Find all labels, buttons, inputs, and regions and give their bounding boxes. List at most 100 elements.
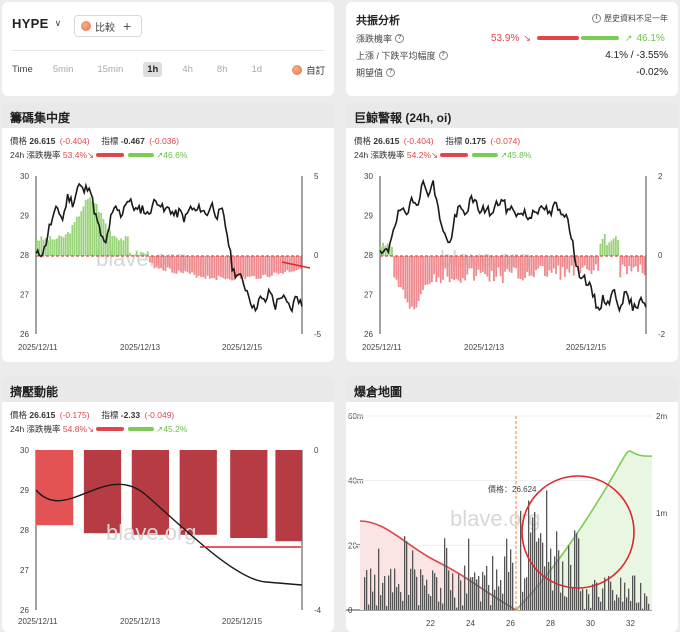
chip-chart[interactable]: 30 29 28 27 26 5 0 -5 2025/12/11 2025/12/13 2025/1…	[2, 162, 334, 362]
liq-bar	[506, 538, 508, 610]
squeeze-chart[interactable]: 30 29 28 27 26 0 -4 2025/12/11 2025/12/13 2025/12…	[2, 436, 334, 632]
asset-selector[interactable]: HYPE ∨	[12, 16, 61, 31]
squeeze-momentum-panel: 擠壓動能 價格 26.615 (-0.175) 指標 -2.33 (-0.049…	[2, 376, 334, 632]
liq-bar	[402, 600, 404, 610]
panel-info: 價格 26.615 (-0.175) 指標 -2.33 (-0.049) 24h…	[2, 402, 334, 436]
liq-bar	[552, 590, 554, 610]
plus-icon: +	[123, 18, 132, 34]
indicator-bar	[442, 256, 444, 280]
tab-8h[interactable]: 8h	[216, 64, 228, 75]
indicator-bar	[113, 235, 116, 256]
liq-bar	[424, 585, 426, 610]
indicator-bar	[430, 256, 433, 282]
liq-bar	[476, 579, 478, 610]
tab-1h[interactable]: 1h	[143, 62, 163, 77]
compare-button[interactable]: 比較 +	[74, 15, 142, 37]
indicator-bar	[550, 256, 553, 273]
liq-bar	[368, 604, 370, 610]
indicator-bar	[149, 256, 151, 263]
indicator-bar	[251, 256, 253, 276]
liq-bar	[450, 590, 452, 610]
info-icon[interactable]: ?	[438, 50, 448, 60]
liq-bar	[644, 593, 646, 610]
indicator-bar	[142, 252, 145, 256]
indicator-bar	[537, 256, 540, 269]
indicator-bar	[399, 256, 402, 288]
indicator-bar	[235, 256, 238, 277]
liquidation-chart[interactable]: 60m40m20m02m1m222426283032blave.org價格：26…	[346, 402, 678, 632]
liq-bar	[536, 541, 538, 610]
indicator-bar	[397, 256, 400, 287]
indicator-bar	[204, 256, 207, 279]
momentum-block	[275, 450, 302, 542]
indicator-bar	[581, 256, 584, 268]
indicator-bar	[191, 256, 193, 273]
custom-timeframe-button[interactable]: 自訂	[292, 63, 325, 77]
indicator-bar	[166, 256, 169, 268]
indicator-bar	[106, 228, 109, 256]
info-icon[interactable]: ?	[386, 67, 396, 77]
price-label: 價格	[10, 410, 28, 420]
up-bar	[580, 36, 619, 40]
down-bar	[440, 153, 469, 157]
down-prob: 53.9%	[491, 32, 520, 44]
panel-title: 擠壓動能	[2, 376, 334, 402]
asset-toolbar-panel: HYPE ∨ 比較 + Time 5min 15min 1h 4h 8h 1d …	[2, 2, 334, 96]
indicator-bar	[126, 236, 129, 256]
tab-5min[interactable]: 5min	[52, 64, 74, 75]
indicator-bar	[84, 199, 87, 256]
indicator-bar	[197, 256, 200, 276]
indicator-bar	[628, 256, 631, 266]
x-tick-label: 2025/12/13	[464, 343, 505, 352]
indicator-bar	[477, 256, 480, 270]
amp-value: 4.1% / -3.55%	[605, 49, 668, 61]
price-change: (-0.404)	[59, 136, 90, 146]
indicator-bar	[495, 256, 498, 277]
liq-bar	[440, 587, 442, 610]
indicator-bar	[393, 256, 396, 278]
indicator-bar	[406, 256, 409, 303]
panel-info: 價格 26.615 (-0.404) 指標 -0.467 (-0.036) 24…	[2, 128, 334, 162]
indicator-bar	[634, 256, 637, 267]
tab-4h[interactable]: 4h	[182, 64, 193, 75]
indicator-bar	[71, 224, 74, 256]
liq-bar	[420, 569, 422, 610]
liq-bar	[482, 571, 484, 610]
info-icon[interactable]: i	[592, 14, 601, 23]
info-icon[interactable]: ?	[395, 33, 405, 43]
indicator-bar	[524, 256, 526, 279]
indicator-bar	[153, 256, 156, 269]
liq-bar	[548, 561, 550, 610]
indicator-bar	[237, 256, 240, 277]
indicator-bar	[180, 256, 182, 273]
indicator-bar	[435, 256, 438, 283]
liq-bar	[612, 590, 614, 610]
indicator-bar	[135, 250, 138, 256]
liq-bar	[446, 547, 448, 610]
indicator-bar	[570, 256, 573, 266]
liq-bar	[400, 592, 402, 610]
indicator-bar	[49, 236, 52, 256]
tab-1d[interactable]: 1d	[251, 64, 263, 75]
indicator-bar	[40, 236, 43, 256]
indicator-bar	[193, 256, 196, 275]
blave-logo-icon	[292, 64, 303, 75]
price-change: (-0.175)	[59, 410, 90, 420]
liq-bar	[638, 602, 640, 610]
indicator-bar	[259, 256, 262, 279]
indicator-bar	[579, 256, 582, 274]
indicator-bar	[171, 256, 174, 273]
indicator-bar	[51, 239, 54, 256]
liq-bar	[528, 500, 530, 610]
indicator-bar	[255, 256, 258, 279]
y-tick-label: 28	[364, 251, 373, 260]
indicator-bar	[146, 251, 149, 256]
liq-bar	[504, 556, 506, 610]
liq-bar	[380, 595, 382, 610]
indicator-bar	[182, 256, 185, 274]
liq-bar	[488, 584, 490, 610]
liq-bar	[404, 536, 406, 610]
tab-15min[interactable]: 15min	[97, 64, 124, 75]
indicator-bar	[222, 256, 225, 278]
whale-chart[interactable]: 30 29 28 27 26 2 0 -2 2025/12/11 2025/12/13 2025/1…	[346, 162, 678, 362]
